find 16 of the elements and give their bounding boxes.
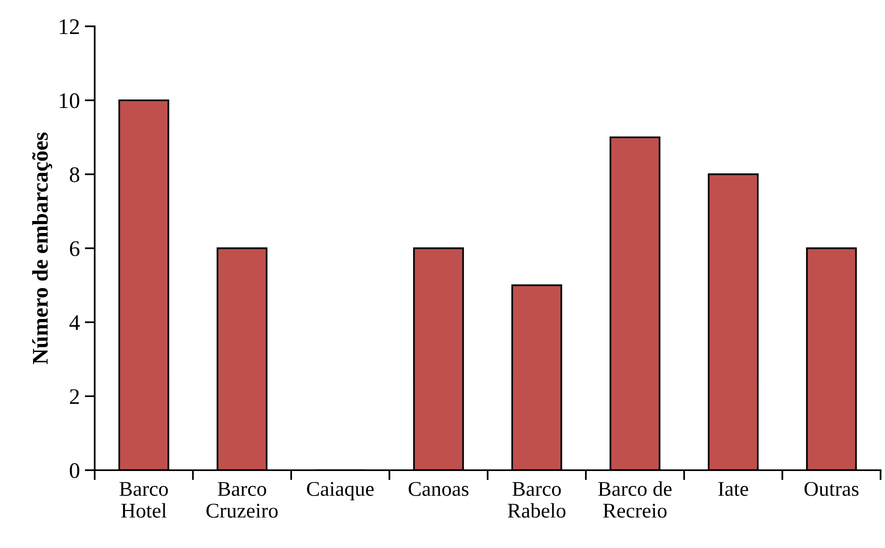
x-tick-label: Barco Hotel bbox=[120, 482, 168, 518]
x-tick-label: Iate bbox=[718, 482, 748, 496]
x-tick-label: Barco Rabelo bbox=[508, 482, 566, 518]
y-tick-label: 2 bbox=[70, 389, 79, 404]
x-tick-label: Caiaque bbox=[307, 482, 374, 500]
x-tick-label: Barco Cruzeiro bbox=[206, 482, 278, 518]
y-tick-label: 4 bbox=[69, 315, 80, 330]
y-tick-label: 12 bbox=[60, 19, 79, 34]
y-tick-label: 8 bbox=[70, 167, 80, 182]
x-tick-label: Canoas bbox=[408, 482, 468, 496]
y-axis-title: Número de embarcações bbox=[32, 132, 52, 364]
y-tick-label: 10 bbox=[60, 93, 80, 108]
y-tick-label: 0 bbox=[70, 463, 80, 478]
y-tick-label: 6 bbox=[70, 241, 80, 256]
x-tick-label: Barco de Recreio bbox=[598, 481, 672, 518]
x-tick-label: Outras bbox=[804, 482, 858, 496]
